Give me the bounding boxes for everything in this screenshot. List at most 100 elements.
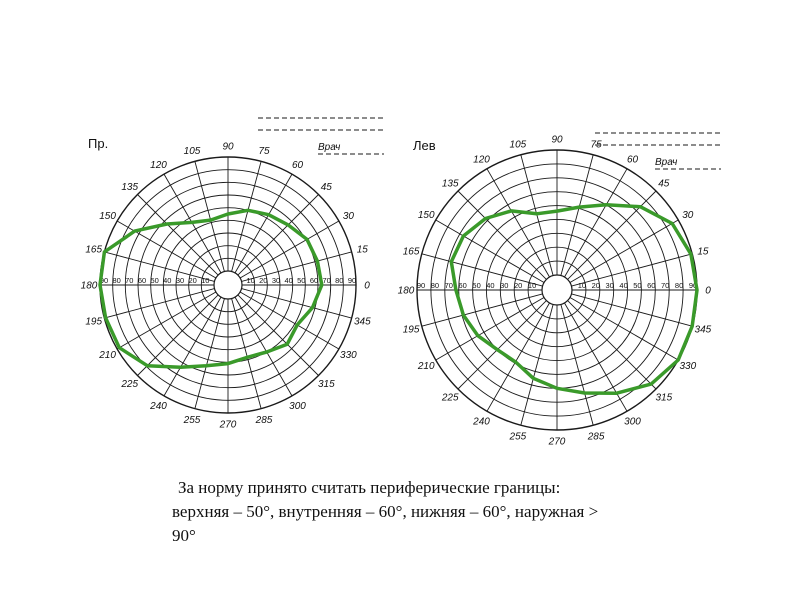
meridian-label: 15 — [697, 246, 709, 257]
meridian-line — [234, 173, 293, 274]
eye-label: Лев — [413, 138, 436, 153]
meridian-label: 0 — [364, 281, 370, 292]
meridian-line — [569, 297, 679, 361]
meridian-line — [194, 161, 225, 272]
meridian-label: 165 — [403, 246, 420, 257]
meridian-line — [421, 293, 543, 327]
ring-label: 60 — [138, 276, 146, 285]
ring-label: 40 — [163, 276, 171, 285]
ring-label: 40 — [486, 281, 494, 290]
ring-label: 20 — [259, 276, 267, 285]
ring-label: 50 — [151, 276, 159, 285]
meridian-label: 105 — [184, 146, 201, 157]
meridian-line — [239, 220, 340, 279]
meridian-line — [567, 300, 657, 390]
ring-label: 90 — [100, 276, 108, 285]
meridian-line — [234, 296, 293, 397]
meridian-line — [486, 302, 550, 412]
meridian-line — [241, 288, 352, 319]
meridian-label: 45 — [658, 179, 670, 190]
meridian-label: 105 — [510, 140, 527, 151]
meridian-line — [486, 168, 550, 278]
meridian-label: 15 — [357, 245, 369, 256]
left-eye-perimetry-chart: 0153045607590105120135150165180195210225… — [398, 132, 721, 448]
meridian-line — [137, 194, 219, 276]
ring-label: 70 — [323, 276, 331, 285]
eye-label: Пр. — [88, 136, 108, 151]
meridian-label: 240 — [149, 401, 167, 412]
meridian-label: 240 — [472, 416, 490, 427]
meridian-label: 270 — [548, 437, 566, 448]
meridian-line — [571, 253, 693, 287]
ring-label: 30 — [500, 281, 508, 290]
meridian-label: 330 — [679, 361, 696, 372]
fixation-hub — [541, 274, 573, 306]
meridian-label: 285 — [255, 415, 273, 426]
meridian-line — [560, 154, 594, 276]
meridian-line — [435, 297, 545, 361]
meridian-line — [569, 219, 679, 283]
ring-label: 40 — [619, 281, 627, 290]
meridian-label: 315 — [655, 392, 672, 403]
visual-field-boundary — [98, 208, 324, 370]
meridian-line — [560, 304, 594, 426]
meridian-label: 345 — [695, 325, 712, 336]
meridian-label: 45 — [321, 182, 333, 193]
meridian-line — [435, 219, 545, 283]
ring-label: 10 — [247, 276, 255, 285]
meridian-label: 135 — [442, 179, 459, 190]
meridian-line — [194, 298, 225, 409]
meridian-line — [231, 161, 262, 272]
meridian-label: 120 — [150, 160, 167, 171]
meridian-line — [239, 291, 340, 350]
ring-label: 20 — [189, 276, 197, 285]
meridian-line — [137, 294, 219, 376]
ring-label: 80 — [113, 276, 121, 285]
doctor-label: Врач — [318, 142, 340, 153]
ring-label: 80 — [675, 281, 683, 290]
meridian-label: 270 — [219, 420, 237, 431]
meridian-label: 195 — [85, 317, 102, 328]
perimetry-charts: 0153045607590105120135150165180195210225… — [81, 117, 721, 448]
meridian-line — [520, 304, 554, 426]
ring-label: 60 — [647, 281, 655, 290]
meridian-line — [104, 288, 215, 319]
right-eye-perimetry-chart: 0 15 30 45 60 75 90 105 120 135 150 165 180 195 210 225… — [81, 117, 384, 431]
meridian-label: 300 — [289, 401, 306, 412]
meridian-label: 285 — [587, 431, 605, 442]
meridian-label: 75 — [258, 146, 270, 157]
ring-label: 30 — [176, 276, 184, 285]
meridian-label: 150 — [99, 211, 116, 222]
meridian-label: 300 — [624, 416, 641, 427]
meridian-line — [237, 194, 319, 276]
meridian-line — [116, 291, 217, 350]
meridian-line — [571, 293, 693, 327]
ring-label: 90 — [689, 281, 697, 290]
ring-label: 40 — [285, 276, 293, 285]
norm-caption: За норму принято считать периферические … — [172, 476, 692, 548]
meridian-label: 345 — [354, 317, 371, 328]
visual-field-boundary — [449, 203, 699, 395]
meridian-label: 90 — [551, 135, 563, 146]
ring-label: 10 — [201, 276, 209, 285]
meridian-label: 60 — [627, 155, 639, 166]
meridian-line — [237, 294, 319, 376]
meridian-label: 135 — [121, 182, 138, 193]
meridian-label: 0 — [705, 286, 711, 297]
ring-label: 70 — [125, 276, 133, 285]
ring-label: 60 — [459, 281, 467, 290]
ring-label: 50 — [633, 281, 641, 290]
caption-line-3: 90° — [172, 526, 196, 545]
ring-label: 70 — [661, 281, 669, 290]
meridian-label: 255 — [509, 431, 527, 442]
meridian-line — [457, 190, 547, 280]
ring-label: 90 — [417, 281, 425, 290]
meridian-label: 180 — [81, 281, 98, 292]
meridian-label: 225 — [120, 379, 138, 390]
ring-label: 30 — [606, 281, 614, 290]
meridian-line — [457, 300, 547, 390]
ring-label: 20 — [592, 281, 600, 290]
meridian-label: 225 — [441, 392, 459, 403]
meridian-label: 180 — [398, 286, 415, 297]
meridian-line — [231, 298, 262, 409]
